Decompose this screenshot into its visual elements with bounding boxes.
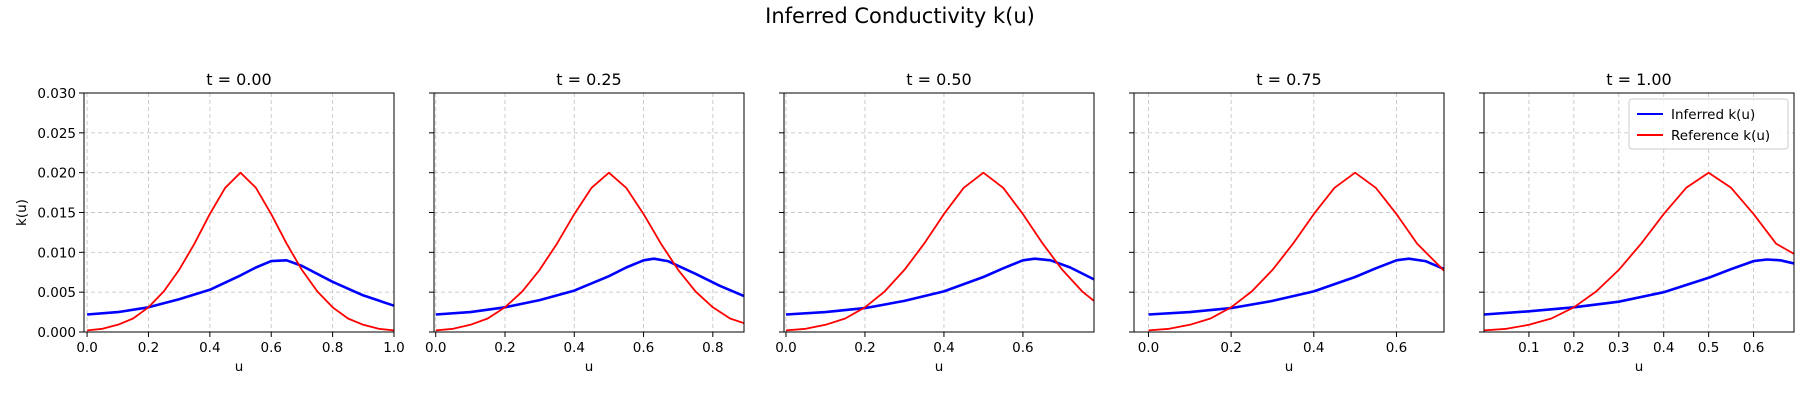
x-axis-label: u — [585, 359, 594, 375]
y-tick-label: 0.020 — [37, 166, 76, 182]
y-tick-label: 0.000 — [37, 325, 76, 341]
x-axis-label: u — [935, 359, 944, 375]
panel-title: t = 0.75 — [1256, 70, 1321, 89]
panels: 0.0 0.2 0.4 0.6 0.8 1.0 0.000 0.005 0.010 0.015 0.… — [14, 70, 1795, 375]
x-tick-label: 0.6 — [1386, 340, 1407, 356]
x-tick-label: 0.8 — [322, 340, 343, 356]
panel-4: 0.1 0.2 0.3 0.4 0.5 0.6 t = 1.00 u Inferred k(u)… — [1479, 70, 1795, 375]
y-tick-label: 0.030 — [37, 86, 76, 102]
x-tick-label: 0.0 — [425, 340, 446, 356]
x-tick-label: 0.6 — [633, 340, 654, 356]
x-tick-label: 0.0 — [1138, 340, 1159, 356]
panel-title: t = 1.00 — [1606, 70, 1671, 89]
y-tick-label: 0.015 — [37, 206, 76, 222]
panel-1: 0.0 0.2 0.4 0.6 0.8 t = 0.25 u — [425, 70, 745, 375]
x-tick-label: 0.1 — [1518, 340, 1539, 356]
x-tick-label: 0.2 — [138, 340, 159, 356]
x-tick-label: 0.5 — [1698, 340, 1719, 356]
x-axis-label: u — [1635, 359, 1644, 375]
figure-title: Inferred Conductivity k(u) — [765, 4, 1035, 28]
x-tick-label: 0.2 — [494, 340, 515, 356]
reference-line — [1148, 171, 1444, 332]
x-tick-label: 0.2 — [1220, 340, 1241, 356]
x-axis-label: u — [235, 359, 244, 375]
legend-entry: Reference k(u) — [1671, 128, 1770, 144]
legend: Inferred k(u) Reference k(u) — [1628, 98, 1789, 150]
reference-line — [435, 171, 744, 332]
x-tick-label: 0.6 — [1743, 340, 1764, 356]
inferred-line — [785, 257, 1094, 316]
inferred-line — [1148, 257, 1444, 316]
x-tick-label: 0.4 — [933, 340, 954, 356]
panel-0: 0.0 0.2 0.4 0.6 0.8 1.0 0.000 0.005 0.010 0.015 0.… — [14, 70, 405, 375]
panel-2: 0.0 0.2 0.4 0.6 t = 0.50 u — [775, 70, 1095, 375]
x-tick-label: 0.4 — [1653, 340, 1674, 356]
x-tick-label: 0.0 — [775, 340, 796, 356]
legend-box — [1628, 98, 1789, 150]
panel-3: 0.0 0.2 0.4 0.6 t = 0.75 u — [1129, 70, 1445, 375]
y-tick-label: 0.010 — [37, 245, 76, 261]
x-tick-label: 0.6 — [1012, 340, 1033, 356]
panel-title: t = 0.00 — [206, 70, 271, 89]
x-tick-label: 0.8 — [702, 340, 723, 356]
inferred-line — [435, 257, 744, 316]
x-axis-label: u — [1285, 359, 1294, 375]
reference-line — [1484, 171, 1794, 332]
reference-line — [87, 171, 394, 332]
y-axis-label: k(u) — [14, 199, 30, 226]
reference-line — [785, 171, 1094, 332]
x-tick-label: 0.4 — [199, 340, 220, 356]
y-tick-label: 0.005 — [37, 285, 76, 301]
x-tick-label: 0.4 — [1303, 340, 1324, 356]
panel-title: t = 0.25 — [556, 70, 621, 89]
x-tick-label: 0.4 — [564, 340, 585, 356]
x-tick-label: 1.0 — [383, 340, 404, 356]
panel-title: t = 0.50 — [906, 70, 971, 89]
x-tick-label: 0.6 — [260, 340, 281, 356]
y-tick-label: 0.025 — [37, 126, 76, 142]
inferred-line — [1484, 258, 1794, 316]
x-tick-label: 0.3 — [1608, 340, 1629, 356]
inferred-line — [86, 258, 394, 316]
x-tick-label: 0.2 — [854, 340, 875, 356]
x-tick-label: 0.0 — [76, 340, 97, 356]
x-tick-label: 0.2 — [1563, 340, 1584, 356]
legend-entry: Inferred k(u) — [1671, 107, 1755, 123]
